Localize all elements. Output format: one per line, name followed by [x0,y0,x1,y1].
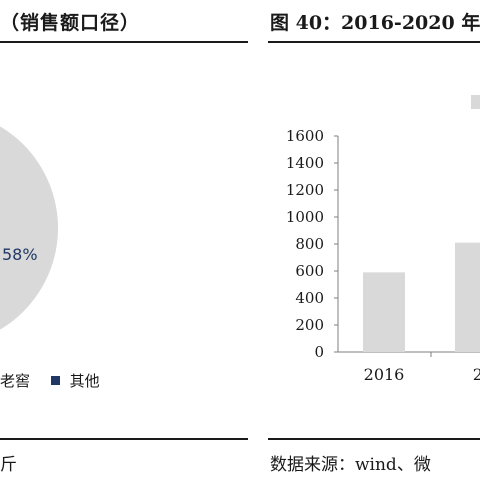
left-chart-title: （销售额口径） [0,12,141,34]
legend-item-laojiao: 老窖 [0,370,30,391]
bar-legend-swatch [471,95,480,109]
pie-slice-laojiao [0,126,58,330]
legend-label-other: 其他 [69,372,100,390]
y-tick-label: 0 [314,343,324,361]
right-title-rule [268,41,480,43]
right-bottom-rule [268,438,480,440]
pie-slice-label: 58% [2,245,38,264]
left-source: 斤 [0,455,17,475]
x-tick-label: 2016 [364,365,405,384]
bar-2017 [455,242,480,352]
left-title-rule [0,41,248,43]
y-tick-label: 1000 [286,208,324,226]
pie-legend: 老窖 其他 [0,370,116,391]
legend-label-laojiao: 老窖 [0,372,31,390]
bar-2016 [363,272,405,352]
y-tick-label: 800 [295,235,324,253]
y-tick-label: 1600 [286,127,324,145]
y-tick-label: 1200 [286,181,324,199]
y-tick-label: 1400 [286,154,324,172]
legend-item-other: 其他 [50,370,100,391]
right-source: 数据来源：wind、微 [270,455,431,475]
x-tick-label: 201 [473,365,480,384]
y-tick-label: 200 [295,316,324,334]
left-bottom-rule [0,438,248,440]
y-tick-label: 400 [295,289,324,307]
right-chart-title: 图 40：2016-2020 年高 [270,12,480,34]
y-tick-label: 600 [295,262,324,280]
legend-swatch-other [50,376,60,385]
